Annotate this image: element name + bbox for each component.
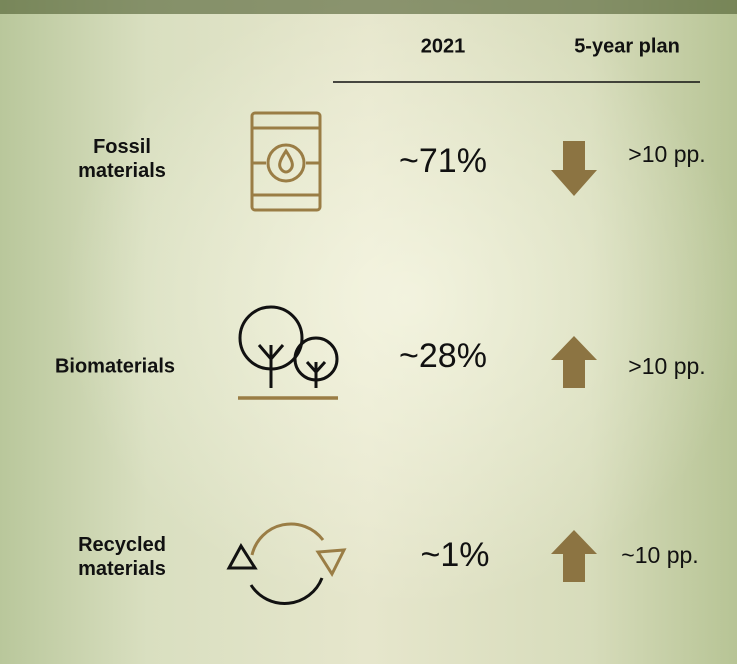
column-header: 2021 [421, 35, 466, 57]
value: ~71% [399, 142, 487, 180]
barrel-icon [252, 113, 320, 210]
top-edge [0, 0, 737, 14]
recycle-icon [229, 524, 344, 604]
value: ~28% [399, 337, 487, 375]
row-label: Biomaterials [55, 355, 175, 377]
plan: ~10 pp. [621, 542, 698, 568]
value: ~1% [421, 536, 490, 574]
column-header: 5-year plan [574, 35, 680, 57]
arrow-down [551, 141, 597, 196]
plan: >10 pp. [628, 141, 705, 167]
infographic: 2021 5-year plan Fossilmaterials ~71% >1… [0, 0, 737, 664]
arrow-up [551, 530, 597, 582]
arrow-up [551, 336, 597, 388]
plan: >10 pp. [628, 353, 705, 379]
trees-icon [240, 307, 337, 388]
slide: 2021 5-year plan Fossilmaterials ~71% >1… [0, 0, 737, 664]
